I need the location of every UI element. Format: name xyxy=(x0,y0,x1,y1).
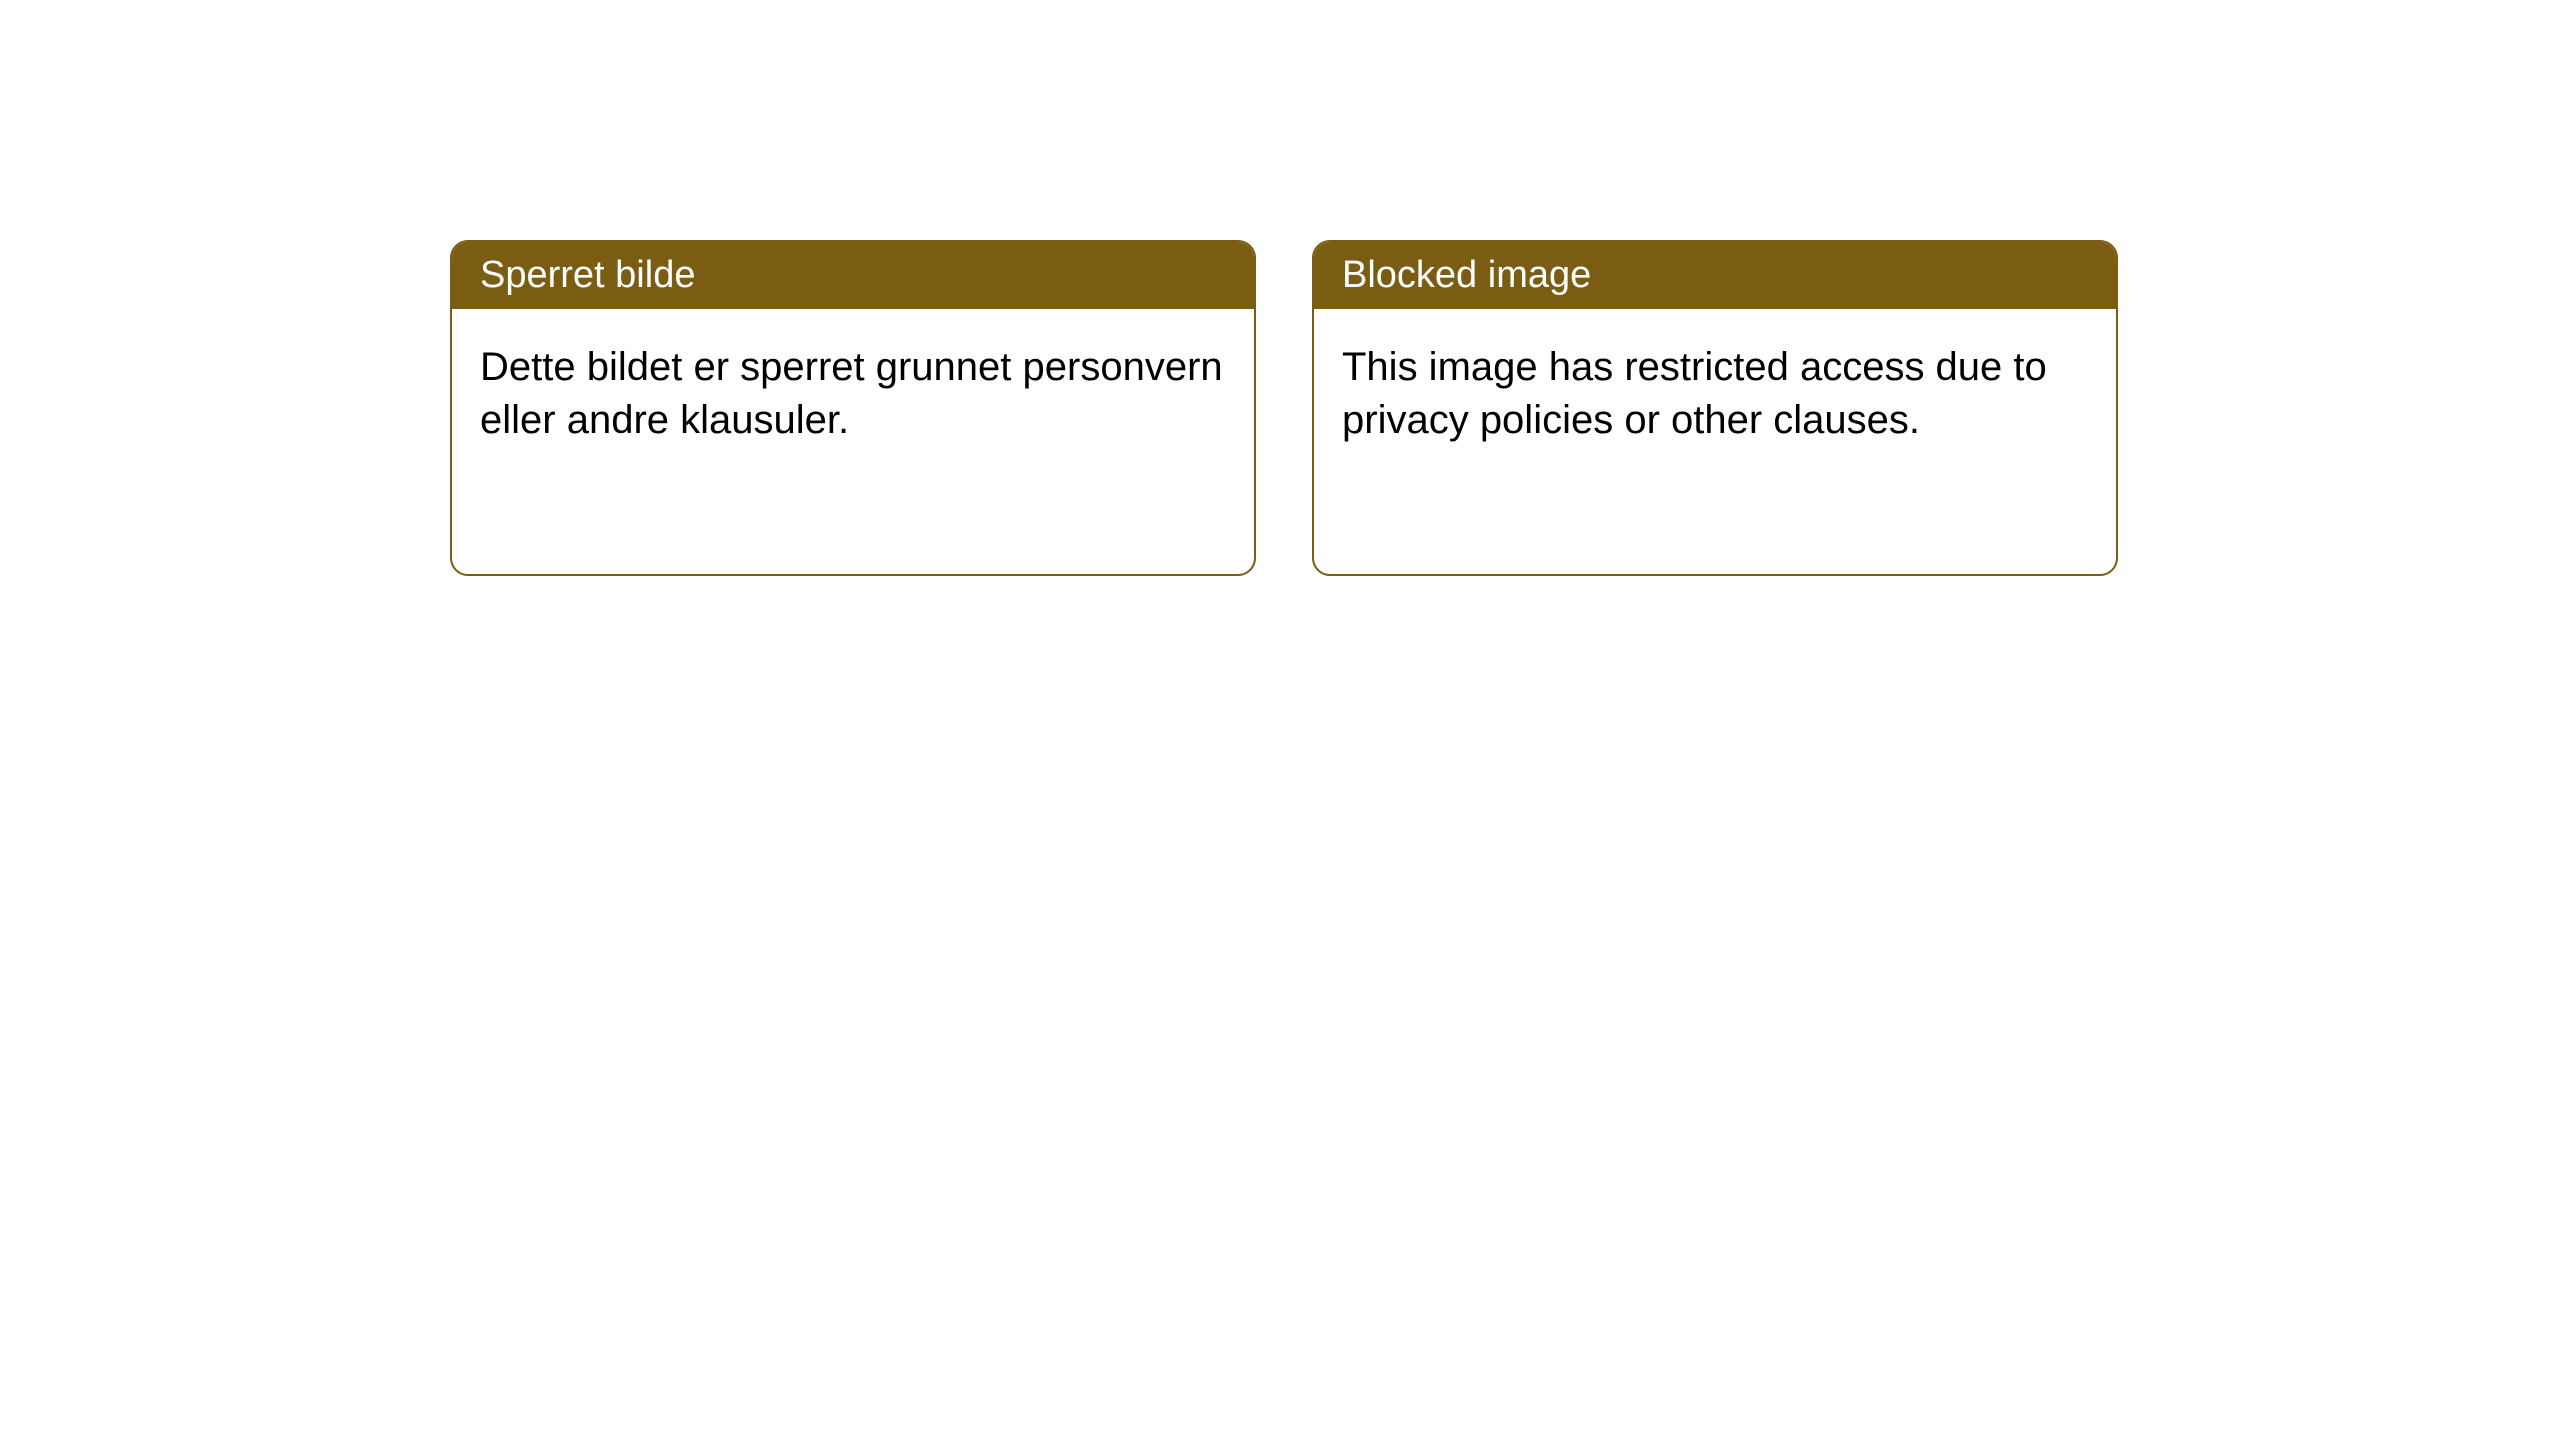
notice-card-body: This image has restricted access due to … xyxy=(1314,309,2116,479)
notice-card-body: Dette bildet er sperret grunnet personve… xyxy=(452,309,1254,479)
blocked-image-notices: Sperret bilde Dette bildet er sperret gr… xyxy=(0,0,2560,576)
notice-card-english: Blocked image This image has restricted … xyxy=(1312,240,2118,576)
notice-card-header: Blocked image xyxy=(1314,242,2116,309)
notice-card-header: Sperret bilde xyxy=(452,242,1254,309)
notice-card-norwegian: Sperret bilde Dette bildet er sperret gr… xyxy=(450,240,1256,576)
